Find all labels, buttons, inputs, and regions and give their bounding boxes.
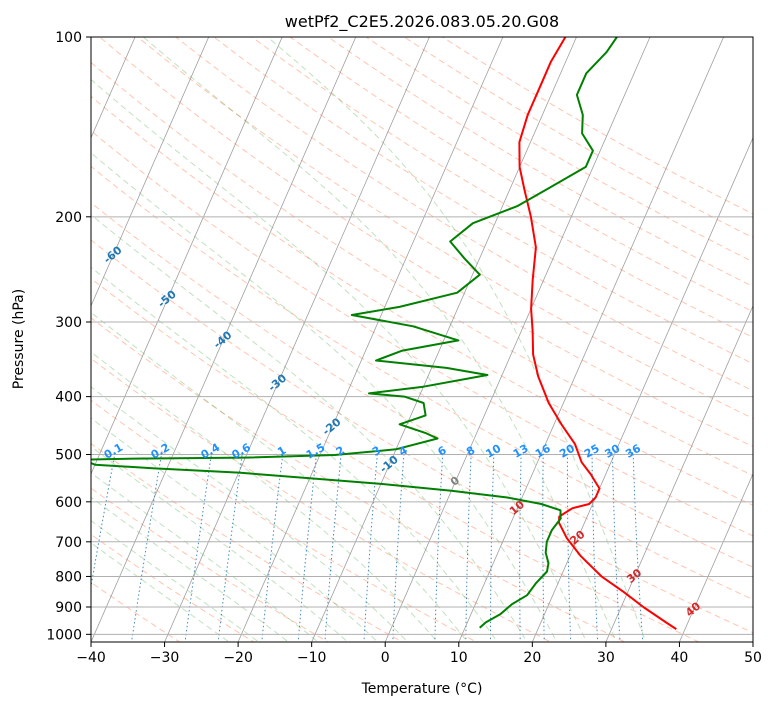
dry-adiabat-line [175, 37, 753, 392]
moist-adiabat-line [91, 266, 498, 642]
isotherm-line [458, 37, 724, 642]
moist-adiabat-line [91, 214, 528, 642]
dry-adiabat-line [91, 165, 753, 568]
y-tick-label: 600 [55, 495, 82, 511]
y-axis-ticks: 100 200 300 400 500 600 700 800 900 1000 [46, 30, 91, 643]
y-axis-label: Pressure (hPa) [11, 289, 27, 389]
y-tick-label: 100 [55, 30, 82, 46]
temperature-profile-line [518, 37, 677, 630]
moist-adiabat-line [267, 37, 647, 642]
moist-adiabat-line [91, 496, 290, 642]
x-tick-label: −10 [297, 650, 327, 666]
x-tick-label: 50 [744, 650, 762, 666]
dry-adiabat-line [91, 277, 701, 642]
dry-adiabat-line [91, 357, 552, 642]
y-tick-label: 500 [55, 448, 82, 464]
isotherm-line [311, 37, 577, 642]
dry-adiabat-line [91, 533, 255, 642]
profile-lines [91, 37, 677, 630]
moist-adiabat-line [91, 386, 409, 642]
isotherm-line [164, 37, 430, 642]
plot-frame [90, 36, 754, 643]
y-tick-label: 800 [55, 569, 82, 585]
dry-adiabat-line [98, 37, 753, 448]
y-tick-label: 200 [55, 210, 82, 226]
moist-adiabat-line [91, 78, 588, 642]
dry-adiabat-line [91, 581, 181, 642]
y-tick-label: 300 [55, 315, 82, 331]
isotherm-line [237, 37, 504, 642]
x-tick-label: 0 [381, 650, 390, 666]
dry-adiabat-line [91, 399, 478, 642]
x-tick-label: −20 [223, 650, 253, 666]
x-tick-label: −40 [76, 650, 106, 666]
moist-adiabat-line [91, 417, 379, 642]
moist-adiabat-line [91, 311, 469, 642]
y-tick-label: 700 [55, 535, 82, 551]
dewpoint-profile-line [91, 37, 618, 629]
moist-adiabat-line [91, 152, 558, 642]
x-tick-label: 40 [671, 650, 689, 666]
x-axis-label: Temperature (°C) [361, 681, 483, 697]
isotherm-line [384, 37, 651, 642]
dry-adiabat-line [91, 202, 753, 601]
x-tick-label: 30 [597, 650, 615, 666]
dry-adiabat-line [91, 95, 753, 506]
isotherm-line [605, 304, 753, 642]
moist-adiabat-line [91, 472, 319, 642]
dry-adiabat-line [251, 37, 753, 338]
isotherm-line [91, 37, 283, 475]
x-tick-label: −30 [150, 650, 180, 666]
moist-adiabat-line [91, 519, 260, 642]
y-tick-label: 400 [55, 390, 82, 406]
y-tick-label: 1000 [46, 627, 82, 643]
moist-adiabat-line [142, 37, 617, 642]
isotherm-line [91, 37, 357, 642]
y-tick-label: 900 [55, 600, 82, 616]
moist-adiabat-line [91, 542, 230, 642]
x-tick-label: 10 [450, 650, 468, 666]
dry-adiabat-line [327, 37, 753, 288]
pressure-grid [91, 37, 753, 635]
isotherm-line [679, 472, 753, 642]
x-axis-ticks: −40 −30 −20 −10 0 10 20 30 40 50 [76, 642, 762, 666]
chart-title: wetPf2_C2E5.2026.083.05.20.G08 [285, 12, 559, 32]
plot-background [91, 37, 753, 642]
dry-adiabat-line [91, 442, 404, 642]
isotherm-line [91, 37, 210, 307]
x-tick-label: 20 [523, 650, 541, 666]
